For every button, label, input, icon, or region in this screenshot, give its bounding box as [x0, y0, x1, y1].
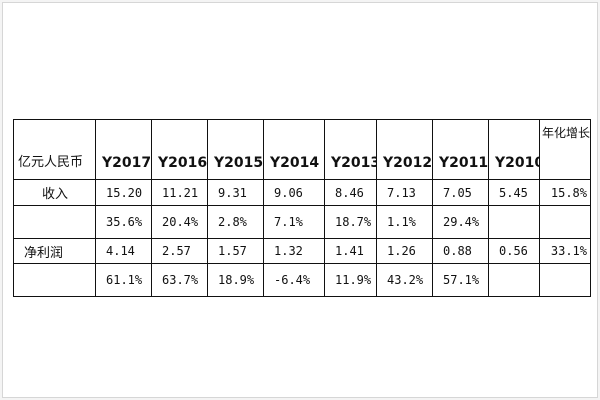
revenue-value: 7.05: [432, 179, 489, 206]
empty-cell: [539, 263, 591, 297]
net-profit-growth: 63.7%: [151, 263, 208, 297]
net-profit-value: 1.41: [324, 238, 377, 264]
year-header: Y2011: [432, 119, 489, 180]
revenue-value: 9.31: [207, 179, 264, 206]
net-profit-growth: 57.1%: [432, 263, 489, 297]
empty-cell: [539, 205, 591, 239]
revenue-growth: 2.8%: [207, 205, 264, 239]
net-profit-growth-row: 61.1% 63.7% 18.9% -6.4% 11.9% 43.2% 57.1…: [13, 263, 591, 297]
net-profit-value: 1.57: [207, 238, 264, 264]
revenue-growth-row: 35.6% 20.4% 2.8% 7.1% 18.7% 1.1% 29.4%: [13, 205, 591, 239]
revenue-row: 收入 15.20 11.21 9.31 9.06 8.46 7.13 7.05 …: [13, 179, 591, 206]
revenue-growth: 18.7%: [324, 205, 377, 239]
year-header: Y2017: [95, 119, 152, 180]
empty-cell: [13, 205, 96, 239]
net-profit-growth: 11.9%: [324, 263, 377, 297]
revenue-value: 11.21: [151, 179, 208, 206]
year-header: Y2012: [376, 119, 433, 180]
cagr-header: 年化增长: [539, 119, 591, 180]
unit-label: 亿元人民币: [13, 119, 96, 180]
net-profit-value: 4.14: [95, 238, 152, 264]
revenue-growth: 7.1%: [263, 205, 325, 239]
empty-cell: [13, 263, 96, 297]
net-profit-growth: 43.2%: [376, 263, 433, 297]
net-profit-growth: 18.9%: [207, 263, 264, 297]
revenue-cagr: 15.8%: [539, 179, 591, 206]
net-profit-growth: [488, 263, 540, 297]
year-header: Y2016: [151, 119, 208, 180]
net-profit-growth: 61.1%: [95, 263, 152, 297]
net-profit-value: 1.26: [376, 238, 433, 264]
revenue-value: 7.13: [376, 179, 433, 206]
year-header: Y2013: [324, 119, 377, 180]
year-header: Y2014: [263, 119, 325, 180]
net-profit-growth: -6.4%: [263, 263, 325, 297]
net-profit-value: 0.56: [488, 238, 540, 264]
revenue-value: 9.06: [263, 179, 325, 206]
revenue-growth: 1.1%: [376, 205, 433, 239]
revenue-growth: 29.4%: [432, 205, 489, 239]
year-header: Y2015: [207, 119, 264, 180]
header-row: 亿元人民币 Y2017 Y2016 Y2015 Y2014 Y2013 Y201…: [13, 119, 591, 180]
net-profit-value: 2.57: [151, 238, 208, 264]
revenue-growth: [488, 205, 540, 239]
net-profit-label: 净利润: [13, 238, 96, 264]
net-profit-value: 1.32: [263, 238, 325, 264]
net-profit-value: 0.88: [432, 238, 489, 264]
revenue-label: 收入: [13, 179, 96, 206]
year-header: Y2010: [488, 119, 540, 180]
revenue-growth: 35.6%: [95, 205, 152, 239]
revenue-value: 5.45: [488, 179, 540, 206]
financial-table: 亿元人民币 Y2017 Y2016 Y2015 Y2014 Y2013 Y201…: [13, 119, 591, 297]
net-profit-row: 净利润 4.14 2.57 1.57 1.32 1.41 1.26 0.88 0…: [13, 238, 591, 264]
revenue-value: 15.20: [95, 179, 152, 206]
net-profit-cagr: 33.1%: [539, 238, 591, 264]
revenue-value: 8.46: [324, 179, 377, 206]
revenue-growth: 20.4%: [151, 205, 208, 239]
